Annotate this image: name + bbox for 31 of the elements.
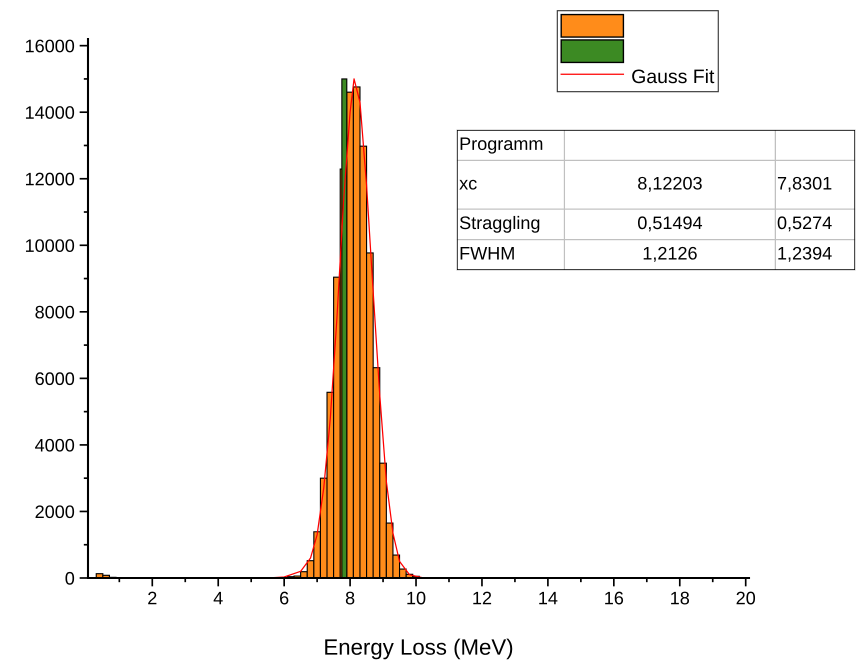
y-tick-label: 16000 [26, 40, 74, 52]
legend-label: Gauss Fit [632, 68, 714, 84]
text: 1,2394 [778, 246, 832, 262]
annotation: 8,12203 [638, 176, 702, 192]
y-tick-label: 14000 [26, 106, 74, 119]
x-tick-label: 10 [407, 592, 426, 604]
x-tick-label: 16 [605, 592, 624, 604]
x-tick-label: 6 [280, 592, 288, 604]
y-tick-label: 2000 [36, 505, 74, 518]
y-tick-label: 4000 [35, 438, 74, 452]
annotation: Programm [460, 137, 542, 154]
annotation: 0,51494 [638, 216, 702, 232]
y-tick-label: 6000 [36, 372, 74, 386]
y-tick-label: 12000 [26, 172, 74, 186]
annotation: xc [459, 180, 477, 190]
x-tick-label: 18 [671, 592, 690, 604]
y-tick-label: 10000 [26, 239, 74, 252]
x-tick-label: 8 [346, 592, 354, 604]
x-tick-label: 12 [473, 592, 492, 604]
text: 7,8301 [778, 176, 832, 192]
x-axis-title: Energy Loss (MeV) [325, 638, 512, 660]
y-tick-label: 0 [65, 572, 74, 585]
x-tick-label: 4 [214, 592, 223, 604]
annotation: 1,2126 [644, 246, 697, 262]
text: 0,5274 [778, 216, 832, 232]
annotation: Straggling [460, 216, 540, 233]
y-tick-label: 8000 [35, 306, 74, 319]
x-tick-label: 14 [539, 592, 558, 604]
annotation: FWHM [460, 247, 514, 260]
x-tick-label: 20 [736, 592, 756, 604]
x-tick-label: 2 [148, 592, 156, 604]
